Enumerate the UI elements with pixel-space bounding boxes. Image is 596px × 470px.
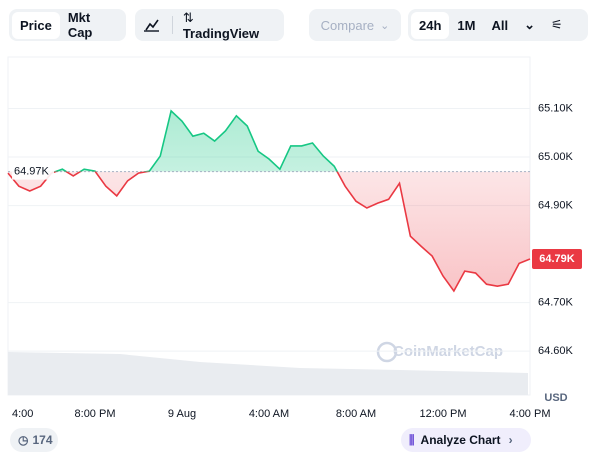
- tradingview-button[interactable]: ⇅ TradingView: [182, 9, 260, 41]
- x-tick-label: 8:00 PM: [75, 408, 116, 420]
- y-unit: USD: [544, 392, 567, 404]
- y-tick-label: 64.70K: [538, 297, 574, 309]
- count: 174: [32, 433, 53, 447]
- watermark-logo: [376, 341, 398, 363]
- x-tick-label: 12:00 PM: [419, 408, 466, 420]
- x-tick-label: 4:00: [12, 408, 33, 420]
- tab[interactable]: Price: [12, 11, 60, 39]
- current-price-label: 64.79K: [539, 253, 575, 265]
- y-tick-label: 65.00K: [538, 151, 574, 163]
- baseline-label-bg: [12, 163, 54, 180]
- chart-style-group: ⇅ TradingView: [135, 9, 284, 41]
- analyze-icon: ⫼: [409, 432, 415, 447]
- watermark: CoinMarketCap: [393, 343, 503, 360]
- current-price-badge: [532, 248, 582, 269]
- volume-area: [8, 352, 528, 395]
- tab[interactable]: Mkt Cap: [67, 10, 93, 40]
- y-tick-label: 65.10K: [538, 102, 574, 114]
- plot-frame: [7, 56, 531, 396]
- price-line-up: [53, 109, 339, 172]
- clock-icon: ◷: [18, 433, 29, 447]
- analyze-button[interactable]: ⫼ Analyze Chart ›: [401, 428, 531, 452]
- area-down: [8, 171, 530, 291]
- area-up: [55, 110, 338, 172]
- range[interactable]: 1M: [457, 17, 476, 33]
- label: Analyze Chart: [420, 433, 501, 447]
- range[interactable]: All: [491, 17, 509, 33]
- compare-dropdown[interactable]: Compare ⌄: [309, 9, 401, 41]
- y-tick-label: 64.60K: [538, 345, 574, 357]
- comments-badge[interactable]: ◷ 174: [10, 428, 58, 452]
- divider: [171, 16, 173, 34]
- range[interactable]: 24h: [411, 11, 450, 39]
- chevron: ›: [508, 433, 513, 447]
- label: TradingView: [182, 25, 260, 41]
- y-tick-label: 64.90K: [538, 199, 574, 211]
- tab-group: Price Mkt Cap: [9, 9, 126, 41]
- x-tick-label: 4:00 AM: [249, 408, 289, 420]
- x-tick-label: 8:00 AM: [336, 408, 376, 420]
- chevron: ⌄: [380, 19, 390, 32]
- line-icon[interactable]: [138, 15, 164, 35]
- range-more[interactable]: ⌄: [524, 17, 535, 32]
- settings-icon[interactable]: ⚟: [551, 17, 563, 32]
- baseline-label: 64.97K: [14, 166, 50, 178]
- x-tick-label: 9 Aug: [168, 408, 196, 420]
- range-group: 24h 1M All ⌄ ⚟: [408, 9, 588, 41]
- price-line-down: [7, 171, 531, 293]
- label: Compare: [320, 17, 375, 33]
- x-tick-label: 4:00 PM: [510, 408, 551, 420]
